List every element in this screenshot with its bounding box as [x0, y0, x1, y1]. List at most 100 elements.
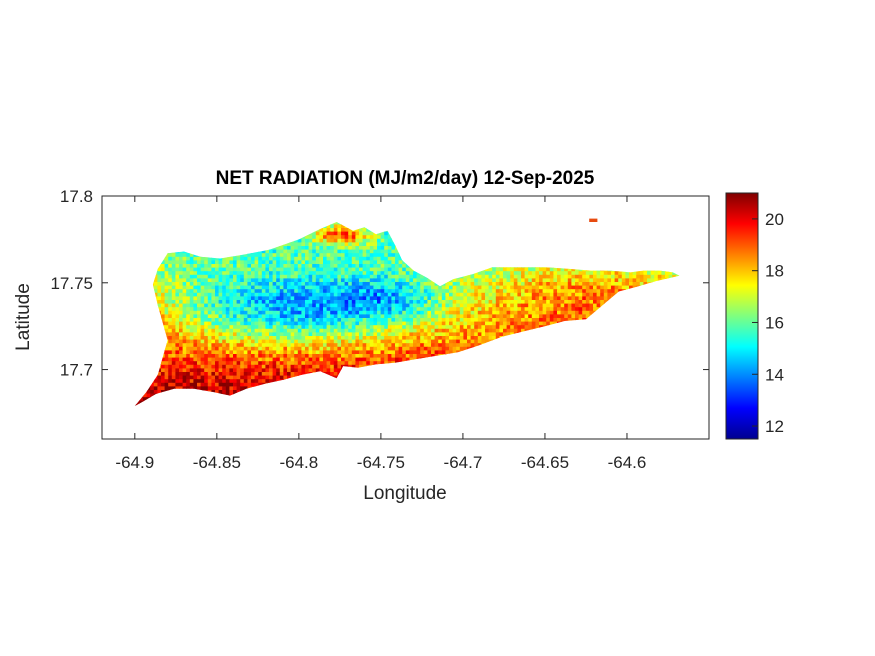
heatmap-cell: [510, 300, 515, 305]
heatmap-cell: [182, 285, 187, 290]
heatmap-cell: [582, 303, 587, 308]
heatmap-cell: [366, 285, 371, 290]
heatmap-cell: [337, 300, 342, 305]
heatmap-cell: [193, 264, 198, 269]
heatmap-cell: [251, 256, 256, 261]
heatmap-cell: [553, 271, 558, 276]
heatmap-cell: [236, 264, 241, 269]
heatmap-cell: [269, 267, 274, 272]
heatmap-cell: [348, 238, 353, 243]
heatmap-cell: [377, 260, 382, 265]
heatmap-cell: [416, 307, 421, 312]
heatmap-cell: [456, 314, 461, 319]
heatmap-cell: [330, 274, 335, 279]
heatmap-cell: [506, 282, 511, 287]
heatmap-cell: [283, 246, 288, 251]
heatmap-cell: [452, 300, 457, 305]
heatmap-cell: [189, 264, 194, 269]
heatmap-cell: [279, 314, 284, 319]
heatmap-cell: [215, 296, 220, 301]
heatmap-cell: [301, 271, 306, 276]
heatmap-cell: [164, 285, 169, 290]
heatmap-cell: [481, 292, 486, 297]
heatmap-cell: [470, 289, 475, 294]
heatmap-cell: [362, 246, 367, 251]
heatmap-cell: [301, 235, 306, 240]
heatmap-cell: [265, 318, 270, 323]
heatmap-cell: [521, 310, 526, 315]
heatmap-cell: [211, 307, 216, 312]
heatmap-cell: [506, 307, 511, 312]
heatmap-cell: [366, 310, 371, 315]
heatmap-cell: [168, 264, 173, 269]
heatmap-cell: [186, 282, 191, 287]
heatmap-cell: [204, 289, 209, 294]
heatmap-cell: [344, 310, 349, 315]
heatmap-cell: [319, 310, 324, 315]
heatmap-cell: [168, 296, 173, 301]
heatmap-cell: [161, 292, 166, 297]
heatmap-cell: [503, 300, 508, 305]
heatmap-cell: [521, 271, 526, 276]
heatmap-cell: [445, 282, 450, 287]
heatmap-cell: [560, 282, 565, 287]
heatmap-cell: [420, 307, 425, 312]
heatmap-cell: [557, 271, 562, 276]
heatmap-cell: [179, 285, 184, 290]
heatmap-cell: [585, 292, 590, 297]
heatmap-cell: [222, 300, 227, 305]
heatmap-cell: [229, 307, 234, 312]
heatmap-cell: [251, 318, 256, 323]
heatmap-cell: [171, 285, 176, 290]
heatmap-cell: [283, 321, 288, 326]
heatmap-cell: [290, 260, 295, 265]
heatmap-cell: [236, 267, 241, 272]
heatmap-cell: [366, 296, 371, 301]
heatmap-cell: [330, 300, 335, 305]
heatmap-cell: [312, 256, 317, 261]
heatmap-cell: [323, 289, 328, 294]
heatmap-cell: [179, 303, 184, 308]
heatmap-cell: [488, 292, 493, 297]
heatmap-cell: [503, 310, 508, 315]
heatmap-cell: [294, 238, 299, 243]
heatmap-cell: [330, 285, 335, 290]
heatmap-cell: [337, 246, 342, 251]
heatmap-cell: [305, 278, 310, 283]
heatmap-cell: [499, 289, 504, 294]
heatmap-cell: [351, 246, 356, 251]
heatmap-cell: [290, 271, 295, 276]
heatmap-cell: [215, 314, 220, 319]
heatmap-cell: [326, 264, 331, 269]
heatmap-cell: [333, 242, 338, 247]
heatmap-cell: [413, 271, 418, 276]
heatmap-cell: [243, 292, 248, 297]
heatmap-cell: [542, 271, 547, 276]
heatmap-cell: [600, 292, 605, 297]
heatmap-cell: [528, 267, 533, 272]
heatmap-cell: [467, 289, 472, 294]
heatmap-cell: [369, 314, 374, 319]
heatmap-cell: [312, 321, 317, 326]
heatmap-cell: [384, 238, 389, 243]
heatmap-cell: [405, 303, 410, 308]
heatmap-cell: [333, 246, 338, 251]
heatmap-cell: [258, 307, 263, 312]
heatmap-cell: [341, 242, 346, 247]
heatmap-cell: [535, 271, 540, 276]
heatmap-cell: [207, 307, 212, 312]
heatmap-cell: [593, 300, 598, 305]
heatmap-cell: [377, 242, 382, 247]
heatmap-cell: [287, 285, 292, 290]
heatmap-cell: [171, 321, 176, 326]
heatmap-cell: [416, 296, 421, 301]
heatmap-cell: [582, 300, 587, 305]
heatmap-cell: [333, 256, 338, 261]
heatmap-cell: [369, 285, 374, 290]
heatmap-cell: [305, 267, 310, 272]
heatmap-cell: [315, 296, 320, 301]
heatmap-cell: [391, 264, 396, 269]
heatmap-cell: [182, 303, 187, 308]
heatmap-cell: [305, 271, 310, 276]
heatmap-cell: [258, 260, 263, 265]
